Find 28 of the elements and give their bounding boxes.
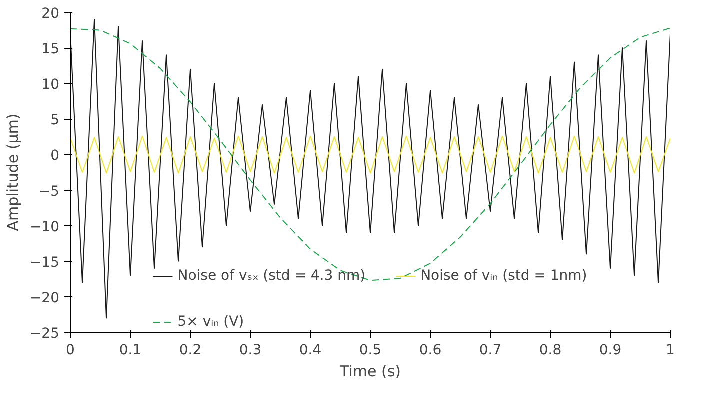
y-tick-label: −15 (30, 254, 60, 271)
y-tick-label: −20 (30, 290, 60, 306)
y-tick-label: 10 (42, 77, 60, 94)
y-tick-label: −25 (30, 326, 60, 342)
legend-label: Noise of vᵢₙ (std = 1nm) (420, 268, 588, 284)
legend-label: Noise of vₛₓ (std = 4.3 nm) (178, 268, 366, 284)
y-tick-label: 0 (50, 148, 60, 164)
x-tick-label: 0.6 (419, 342, 442, 358)
legend-label: 5× vᵢₙ (V) (178, 314, 244, 330)
y-tick-label: 5 (50, 112, 60, 129)
y-tick-label: −5 (38, 184, 60, 200)
x-tick-label: 0.2 (179, 342, 202, 358)
line-series (70, 28, 670, 282)
y-tick-label: −10 (30, 219, 60, 236)
x-tick-label: 0.1 (119, 342, 142, 358)
x-tick-label: 0 (66, 342, 75, 358)
line-series (70, 136, 670, 174)
x-tick-label: 0.3 (239, 342, 262, 358)
y-tick-label: 15 (42, 42, 60, 58)
x-tick-label: 1 (666, 342, 675, 358)
x-tick-label: 0.7 (479, 342, 502, 358)
y-axis-title: Amplitude (μm) (4, 114, 22, 232)
x-tick-label: 0.9 (599, 342, 622, 358)
x-axis-title: Time (s) (339, 362, 401, 380)
x-tick-label: 0.5 (359, 342, 382, 358)
x-tick-label: 0.8 (539, 342, 562, 358)
y-tick-label: 20 (42, 6, 60, 22)
x-tick-label: 0.4 (299, 342, 322, 358)
